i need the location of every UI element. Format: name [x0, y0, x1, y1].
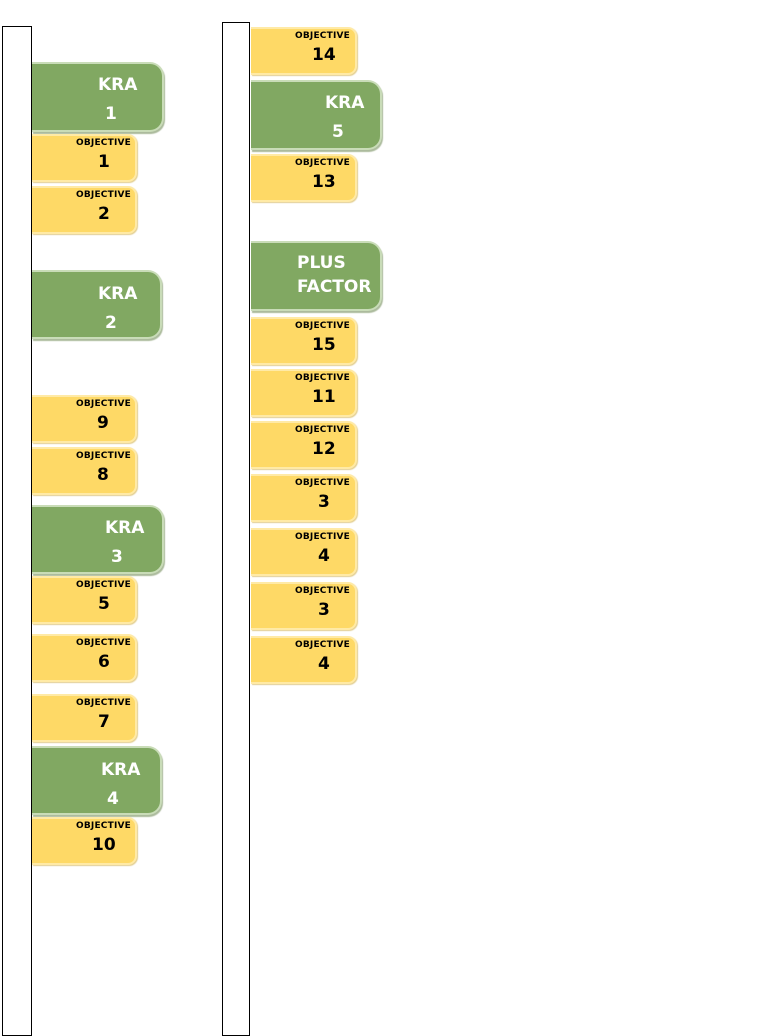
- objective-number: 5: [98, 594, 110, 614]
- objective-label: OBJECTIVE: [295, 158, 351, 168]
- objective-box-3a: OBJECTIVE 3: [251, 474, 357, 522]
- objective-label: OBJECTIVE: [295, 31, 351, 41]
- kra-box-2: KRA 2: [32, 270, 162, 339]
- objective-number: 8: [97, 465, 109, 485]
- objective-box-7: OBJECTIVE 7: [32, 694, 137, 742]
- objective-box-4b: OBJECTIVE 4: [251, 636, 357, 684]
- objective-label: OBJECTIVE: [76, 190, 132, 200]
- objective-box-10: OBJECTIVE 10: [32, 817, 137, 865]
- kra-box-3-number: 3: [111, 547, 123, 567]
- plus-factor-line1: PLUS: [297, 253, 346, 273]
- kra-box-5-title: KRA: [325, 93, 365, 113]
- objective-label: OBJECTIVE: [295, 373, 351, 383]
- objective-box-2: OBJECTIVE 2: [32, 186, 137, 234]
- objective-box-13: OBJECTIVE 13: [251, 154, 357, 202]
- objective-label: OBJECTIVE: [295, 532, 351, 542]
- right-rail: [222, 22, 250, 1036]
- kra-box-3: KRA 3: [32, 505, 164, 574]
- objective-number: 11: [312, 387, 336, 407]
- objective-label: OBJECTIVE: [295, 321, 351, 331]
- kra-box-4-number: 4: [107, 789, 119, 809]
- objective-label: OBJECTIVE: [295, 586, 351, 596]
- objective-label: OBJECTIVE: [76, 399, 132, 409]
- kra-box-5: KRA 5: [251, 80, 382, 150]
- kra-box-1-title: KRA: [98, 75, 138, 95]
- objective-box-3b: OBJECTIVE 3: [251, 582, 357, 630]
- objective-box-12: OBJECTIVE 12: [251, 421, 357, 469]
- objective-label: OBJECTIVE: [295, 478, 351, 488]
- objective-number: 3: [318, 600, 330, 620]
- objective-label: OBJECTIVE: [76, 138, 132, 148]
- objective-number: 4: [318, 654, 330, 674]
- kra-box-4-title: KRA: [101, 760, 141, 780]
- objective-number: 4: [318, 546, 330, 566]
- objective-number: 14: [312, 45, 336, 65]
- objective-label: OBJECTIVE: [76, 451, 132, 461]
- left-rail: [2, 26, 32, 1036]
- objective-number: 6: [98, 652, 110, 672]
- kra-box-4: KRA 4: [32, 746, 162, 815]
- plus-factor-line2: FACTOR: [297, 277, 372, 297]
- objective-label: OBJECTIVE: [76, 821, 132, 831]
- objective-number: 13: [312, 172, 336, 192]
- kra-box-1-number: 1: [105, 104, 117, 124]
- objective-box-14: OBJECTIVE 14: [251, 27, 357, 75]
- objective-box-6: OBJECTIVE 6: [32, 634, 137, 682]
- kra-box-3-title: KRA: [105, 518, 145, 538]
- objective-number: 9: [97, 413, 109, 433]
- objective-label: OBJECTIVE: [76, 698, 132, 708]
- objective-box-5: OBJECTIVE 5: [32, 576, 137, 624]
- objective-number: 1: [98, 152, 110, 172]
- plus-factor-box: PLUS FACTOR: [251, 241, 382, 311]
- kra-box-1: KRA 1: [32, 62, 164, 132]
- objective-label: OBJECTIVE: [76, 580, 132, 590]
- objective-box-4a: OBJECTIVE 4: [251, 528, 357, 576]
- objective-number: 2: [98, 204, 110, 224]
- objective-label: OBJECTIVE: [295, 640, 351, 650]
- objective-number: 10: [92, 835, 116, 855]
- objective-box-8: OBJECTIVE 8: [32, 447, 137, 495]
- objective-number: 7: [98, 712, 110, 732]
- objective-number: 15: [312, 335, 336, 355]
- objective-number: 3: [318, 492, 330, 512]
- objective-box-1: OBJECTIVE 1: [32, 134, 137, 182]
- objective-label: OBJECTIVE: [76, 638, 132, 648]
- objective-box-9: OBJECTIVE 9: [32, 395, 137, 443]
- objective-box-11: OBJECTIVE 11: [251, 369, 357, 417]
- objective-number: 12: [312, 439, 336, 459]
- kra-box-2-title: KRA: [98, 284, 138, 304]
- kra-box-2-number: 2: [105, 313, 117, 333]
- objective-label: OBJECTIVE: [295, 425, 351, 435]
- kra-box-5-number: 5: [332, 122, 344, 142]
- objective-box-15: OBJECTIVE 15: [251, 317, 357, 365]
